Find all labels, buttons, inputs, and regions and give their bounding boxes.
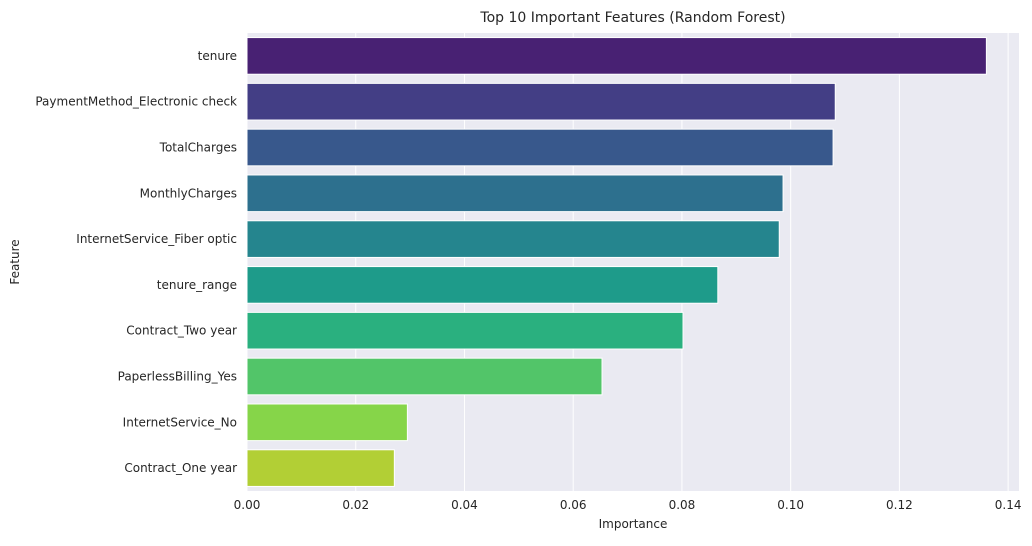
chart-title: Top 10 Important Features (Random Forest…: [479, 10, 785, 26]
y-tick-label: tenure: [198, 49, 237, 63]
y-tick-label: Contract_One year: [124, 461, 237, 475]
y-tick-label: tenure_range: [157, 278, 237, 292]
bar: [246, 311, 684, 350]
x-tick-label: 0.02: [342, 498, 369, 512]
x-tick-label: 0.06: [560, 498, 587, 512]
y-tick-label: PaperlessBilling_Yes: [118, 370, 237, 384]
y-tick-label: Contract_Two year: [126, 324, 237, 338]
bar: [246, 449, 395, 487]
bar: [246, 37, 987, 75]
bar: [246, 403, 408, 442]
y-tick-label: InternetService_No: [123, 415, 237, 429]
bar: [246, 266, 719, 304]
x-tick-label: 0.00: [234, 498, 261, 512]
x-tick-label: 0.14: [995, 498, 1022, 512]
bar: [246, 357, 603, 396]
y-tick-label: TotalCharges: [159, 141, 237, 155]
bars: [246, 37, 987, 487]
y-axis-title: Feature: [8, 239, 22, 284]
y-tick-labels: tenure PaymentMethod_Electronic check Tota…: [35, 49, 237, 475]
x-tick-labels: 0.00 0.02 0.04 0.06 0.08 0.10 0.12 0.14: [234, 498, 1022, 512]
x-tick-label: 0.10: [777, 498, 804, 512]
x-axis-title: Importance: [599, 517, 668, 531]
y-tick-label: PaymentMethod_Electronic check: [35, 95, 237, 109]
x-tick-label: 0.08: [669, 498, 696, 512]
bar: [246, 174, 784, 213]
bar: [246, 82, 836, 121]
bar: [246, 220, 780, 258]
bar: [246, 128, 834, 167]
x-tick-label: 0.12: [886, 498, 913, 512]
x-tick-label: 0.04: [451, 498, 478, 512]
y-tick-label: MonthlyCharges: [140, 186, 237, 200]
y-tick-label: InternetService_Fiber optic: [76, 232, 237, 246]
